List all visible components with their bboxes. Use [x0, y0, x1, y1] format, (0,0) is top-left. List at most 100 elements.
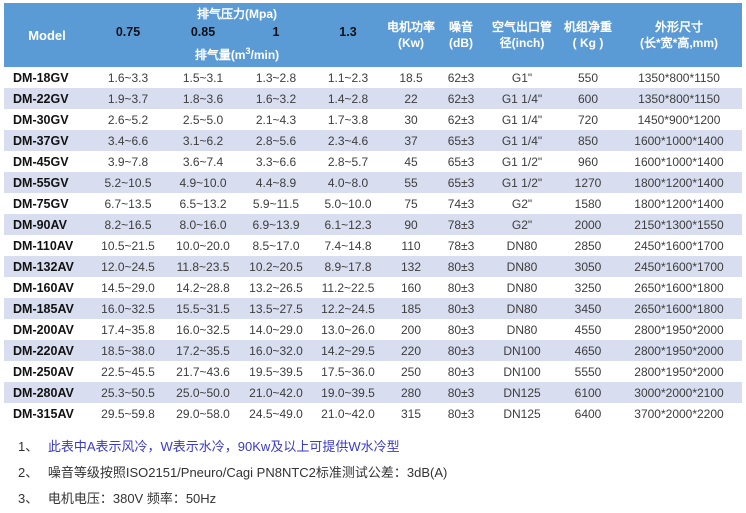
- dimensions-cell: 1350*800*1150: [638, 91, 720, 106]
- table-row: DM-45GV 3.9~7.8 3.6~7.4 3.3~6.6 2.8~5.7 …: [4, 151, 742, 172]
- outlet-cell: DN125: [503, 406, 541, 421]
- pressure-group-title: 排气压力(Mpa): [197, 6, 277, 21]
- model-cell: DM-250AV: [13, 364, 74, 379]
- pressure-value-085: 0.85: [190, 24, 216, 39]
- flow-cell-075: 25.3~50.5: [101, 385, 155, 400]
- power-cell: 315: [400, 406, 422, 421]
- power-cell: 90: [404, 217, 418, 232]
- weight-cell: 550: [577, 70, 599, 85]
- dimensions-cell: 2650*1600*1800: [634, 301, 724, 316]
- table-row: DM-90AV 8.2~16.5 8.0~16.0 6.9~13.9 6.1~1…: [4, 214, 742, 235]
- flow-cell-085: 1.8~3.6: [182, 91, 224, 106]
- column-header-weight: 机组净重 ( Kg ): [560, 3, 616, 67]
- weight-cell: 720: [577, 112, 599, 127]
- flow-cell-085: 6.5~13.2: [179, 196, 227, 211]
- flow-cell-075: 6.7~13.5: [104, 196, 152, 211]
- footnotes: 1、 此表中A表示风冷，W表示水冷，90Kw及以上可提供W水冷型 2、 噪音等级…: [18, 434, 447, 512]
- flow-cell-13: 17.5~36.0: [321, 364, 375, 379]
- weight-cell: 850: [577, 133, 599, 148]
- table-row: DM-55GV 5.2~10.5 4.9~10.0 4.4~8.9 4.0~8.…: [4, 172, 742, 193]
- dimensions-cell: 2800*1950*2000: [634, 364, 724, 379]
- column-header-noise-line2: (dB): [449, 36, 473, 50]
- noise-cell: 78±3: [447, 238, 475, 253]
- pressure-value-1: 1: [272, 24, 280, 39]
- flow-cell-085: 29.0~58.0: [176, 406, 230, 421]
- noise-cell: 74±3: [447, 196, 475, 211]
- noise-cell: 65±3: [447, 154, 475, 169]
- flow-cell-1: 1.3~2.8: [255, 70, 297, 85]
- table-row: DM-132AV 12.0~24.5 11.8~23.5 10.2~20.5 8…: [4, 256, 742, 277]
- flow-cell-085: 14.2~28.8: [176, 280, 230, 295]
- power-cell: 18.5: [399, 70, 423, 85]
- flow-cell-1: 2.1~4.3: [255, 112, 297, 127]
- flow-cell-075: 3.9~7.8: [107, 154, 149, 169]
- flow-cell-075: 1.9~3.7: [107, 91, 149, 106]
- flow-cell-1: 14.0~29.0: [249, 322, 303, 337]
- model-cell: DM-55GV: [13, 175, 69, 190]
- flow-cell-13: 7.4~14.8: [324, 238, 372, 253]
- weight-cell: 2850: [574, 238, 602, 253]
- outlet-cell: DN100: [503, 364, 541, 379]
- outlet-cell: G1": [511, 70, 533, 85]
- weight-cell: 960: [577, 154, 599, 169]
- flow-cell-085: 10.0~20.0: [176, 238, 230, 253]
- flow-cell-075: 2.6~5.2: [107, 112, 149, 127]
- flow-cell-1: 8.5~17.0: [252, 238, 300, 253]
- column-header-outlet-line1: 空气出口管: [491, 20, 552, 34]
- noise-cell: 80±3: [447, 343, 475, 358]
- table-row: DM-22GV 1.9~3.7 1.8~3.6 1.6~3.2 1.4~2.8 …: [4, 88, 742, 109]
- pressure-values-row: 0.75 0.85 1 1.3: [90, 23, 384, 42]
- flow-cell-13: 2.8~5.7: [327, 154, 369, 169]
- model-cell: DM-185AV: [13, 301, 74, 316]
- flow-unit-prefix: 排气量(m: [194, 47, 246, 62]
- flow-cell-13: 12.2~24.5: [321, 301, 375, 316]
- dimensions-cell: 2150*1300*1550: [634, 217, 724, 232]
- pressure-value-13: 1.3: [339, 24, 357, 39]
- flow-cell-1: 10.2~20.5: [249, 259, 303, 274]
- flow-cell-13: 8.9~17.8: [324, 259, 372, 274]
- weight-cell: 3250: [574, 280, 602, 295]
- flow-cell-085: 15.5~31.5: [176, 301, 230, 316]
- outlet-cell: DN100: [503, 343, 541, 358]
- dimensions-cell: 3700*2000*2200: [634, 406, 724, 421]
- flow-cell-075: 5.2~10.5: [104, 175, 152, 190]
- flow-cell-13: 21.0~42.0: [321, 406, 375, 421]
- flow-unit-suffix: /min): [250, 47, 280, 62]
- note-text: 噪音等级按照ISO2151/Pneuro/Cagi PN8NTC2标准测试公差：…: [47, 465, 448, 480]
- column-header-dimensions-line1: 外形尺寸: [654, 20, 703, 34]
- outlet-cell: G1 1/4": [501, 91, 543, 106]
- noise-cell: 65±3: [447, 133, 475, 148]
- column-header-weight-line2: ( Kg ): [572, 36, 604, 50]
- power-cell: 22: [404, 91, 418, 106]
- dimensions-cell: 1450*900*1200: [637, 112, 721, 127]
- note-item: 3、 电机电压：380V 频率：50Hz: [18, 486, 447, 512]
- outlet-cell: DN125: [503, 385, 541, 400]
- power-cell: 250: [400, 364, 422, 379]
- noise-cell: 65±3: [447, 175, 475, 190]
- model-cell: DM-90AV: [13, 217, 67, 232]
- flow-cell-13: 1.4~2.8: [327, 91, 369, 106]
- table-row: DM-280AV 25.3~50.5 25.0~50.0 21.0~42.0 1…: [4, 382, 742, 403]
- power-cell: 160: [400, 280, 422, 295]
- flow-cell-1: 3.3~6.6: [255, 154, 297, 169]
- noise-cell: 80±3: [447, 259, 475, 274]
- flow-cell-085: 17.2~35.5: [176, 343, 230, 358]
- note-text: 此表中A表示风冷，W表示水冷，90Kw及以上可提供W水冷型: [47, 439, 400, 454]
- model-cell: DM-75GV: [13, 196, 69, 211]
- table-row: DM-315AV 29.5~59.8 29.0~58.0 24.5~49.0 2…: [4, 403, 742, 424]
- flow-cell-075: 10.5~21.5: [101, 238, 155, 253]
- dimensions-cell: 3000*2000*2100: [634, 385, 724, 400]
- noise-cell: 80±3: [447, 364, 475, 379]
- compressor-spec-table: Model 排气压力(Mpa) 0.75 0.85 1 1.3 排气量(m3/m…: [4, 3, 742, 424]
- noise-cell: 78±3: [447, 217, 475, 232]
- dimensions-cell: 1600*1000*1400: [634, 154, 724, 169]
- flow-cell-075: 14.5~29.0: [101, 280, 155, 295]
- weight-cell: 3450: [574, 301, 602, 316]
- power-cell: 75: [404, 196, 418, 211]
- flow-cell-13: 19.0~39.5: [321, 385, 375, 400]
- weight-cell: 2000: [574, 217, 602, 232]
- outlet-cell: G1 1/4": [501, 112, 543, 127]
- power-cell: 132: [400, 259, 422, 274]
- flow-cell-1: 4.4~8.9: [255, 175, 297, 190]
